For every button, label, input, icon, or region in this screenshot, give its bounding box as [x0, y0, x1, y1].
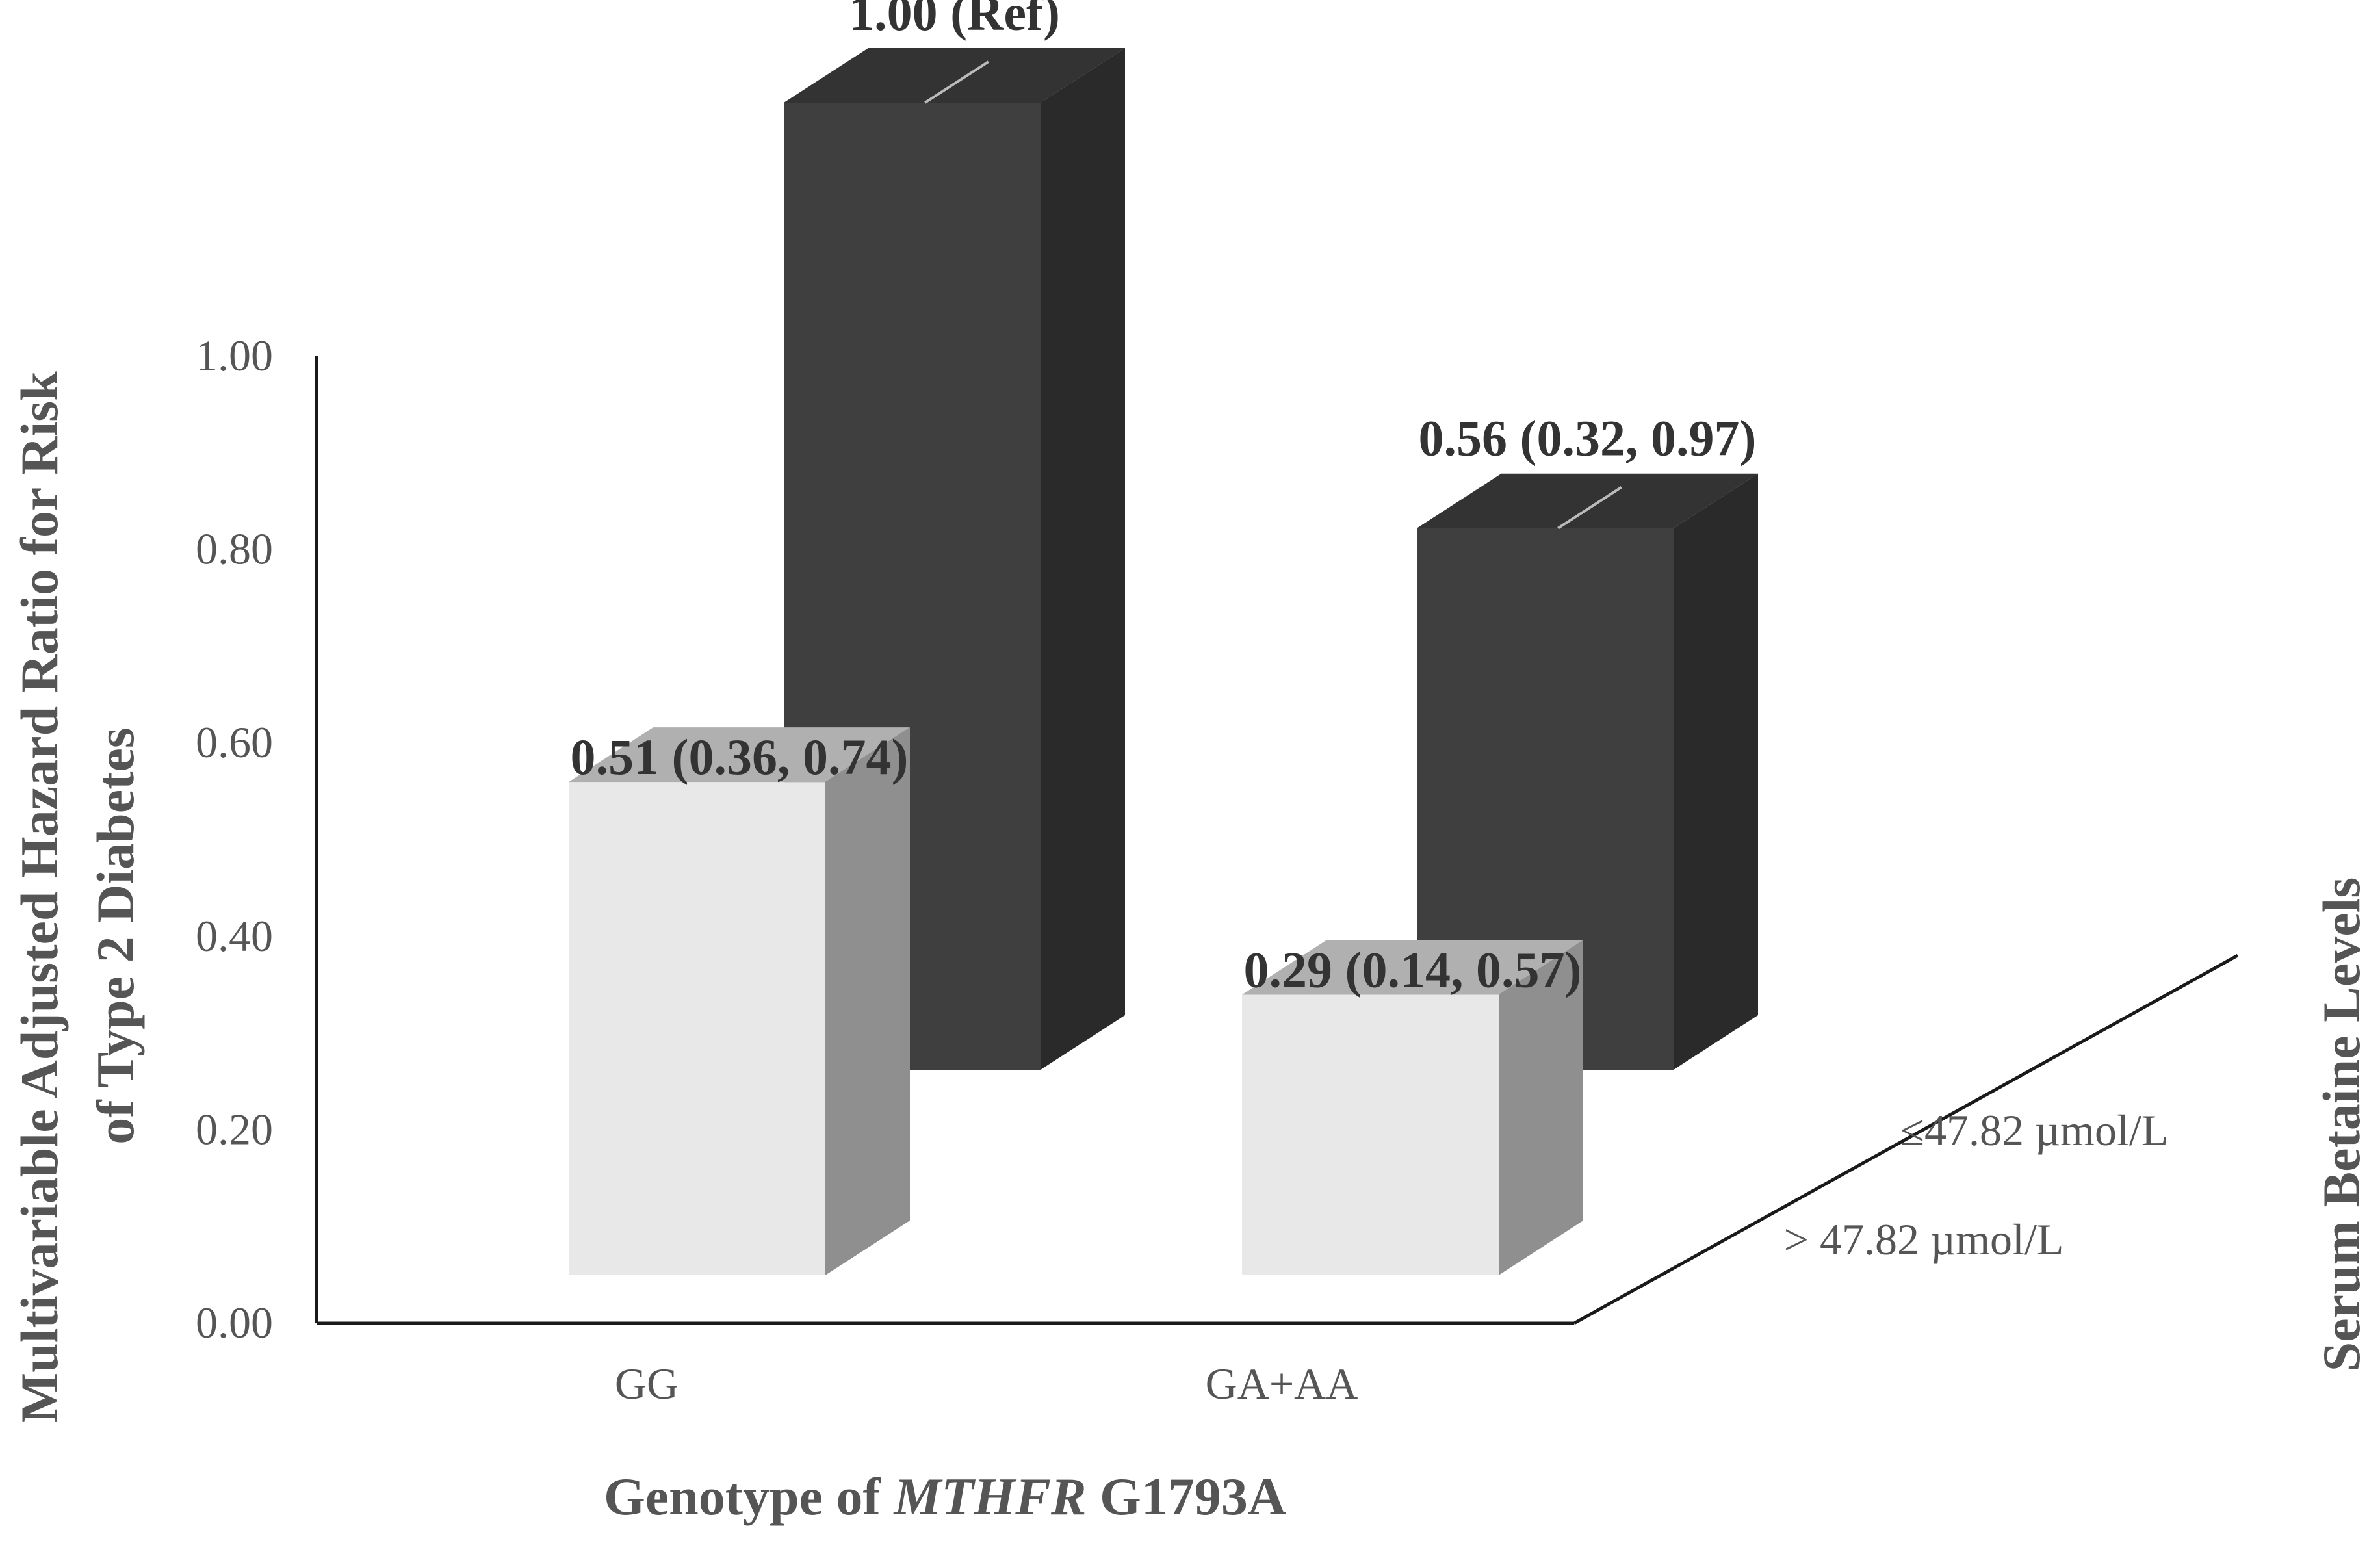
category-label: GA+AA — [1206, 1359, 1358, 1408]
depth-axis-line — [1573, 953, 2239, 1325]
y-axis-title-line-2: of Type 2 Diabetes — [86, 727, 145, 1145]
bar-top-face — [569, 727, 910, 783]
depth-label: ≤47.82 µmol/L — [1900, 1106, 2169, 1155]
bar-front-face — [1242, 994, 1499, 1275]
data-label: 1.00 (Ref) — [849, 0, 1060, 41]
bar-side-face — [1499, 940, 1583, 1275]
data-label: 0.29 (0.14, 0.57) — [1244, 941, 1582, 998]
y-tick-label: 0.00 — [196, 1298, 273, 1347]
depth-label: > 47.82 µmol/L — [1784, 1215, 2064, 1264]
y-tick-label: 0.40 — [196, 911, 273, 961]
bar-top-face — [1417, 473, 1758, 528]
data-labels: 1.00 (Ref) 0.56 (0.32, 0.97) 0.51 (0.36, 0… — [571, 0, 1757, 998]
bar-top-face — [784, 48, 1125, 103]
bars-back-row — [784, 48, 1758, 1070]
bar-front-0 — [569, 727, 910, 1275]
bar-top-highlight — [924, 60, 989, 104]
x-axis-title-part: G1793A — [1087, 1467, 1287, 1526]
y-tick-label: 0.20 — [196, 1104, 273, 1154]
bar-front-1 — [1242, 940, 1583, 1275]
y-axis-title: Multivariable Adjusted Hazard Ratio for … — [10, 358, 145, 1423]
bar-top-highlight — [1557, 486, 1622, 530]
data-label: 0.51 (0.36, 0.74) — [571, 729, 909, 785]
y-tick-labels: 0.00 0.20 0.40 0.60 0.80 1.00 — [196, 331, 273, 1347]
bar-top-face — [1242, 940, 1583, 995]
bar-side-face — [1041, 48, 1125, 1070]
y-tick-label: 0.80 — [196, 524, 273, 574]
bar-side-face — [825, 727, 910, 1275]
y-tick-label: 1.00 — [196, 331, 273, 380]
data-label: 0.56 (0.32, 0.97) — [1419, 410, 1757, 467]
depth-labels: ≤47.82 µmol/L > 47.82 µmol/L — [1784, 1106, 2169, 1264]
x-axis-title-part: MTHFR — [892, 1467, 1086, 1526]
bar-front-face — [569, 782, 825, 1275]
x-axis-title: Genotype of MTHFR G1793A — [604, 1467, 1286, 1526]
y-tick-label: 0.60 — [196, 718, 273, 767]
depth-axis-title: Serum Betaine Levels — [2312, 877, 2371, 1372]
bars-front-row — [569, 727, 1583, 1275]
category-labels: GG GA+AA — [615, 1359, 1358, 1408]
x-axis-title-part: Genotype of — [604, 1467, 894, 1526]
y-axis-title-line-1: Multivariable Adjusted Hazard Ratio for … — [10, 371, 69, 1423]
category-label: GG — [615, 1359, 679, 1408]
axes — [315, 356, 2239, 1325]
bar-side-face — [1674, 473, 1758, 1070]
